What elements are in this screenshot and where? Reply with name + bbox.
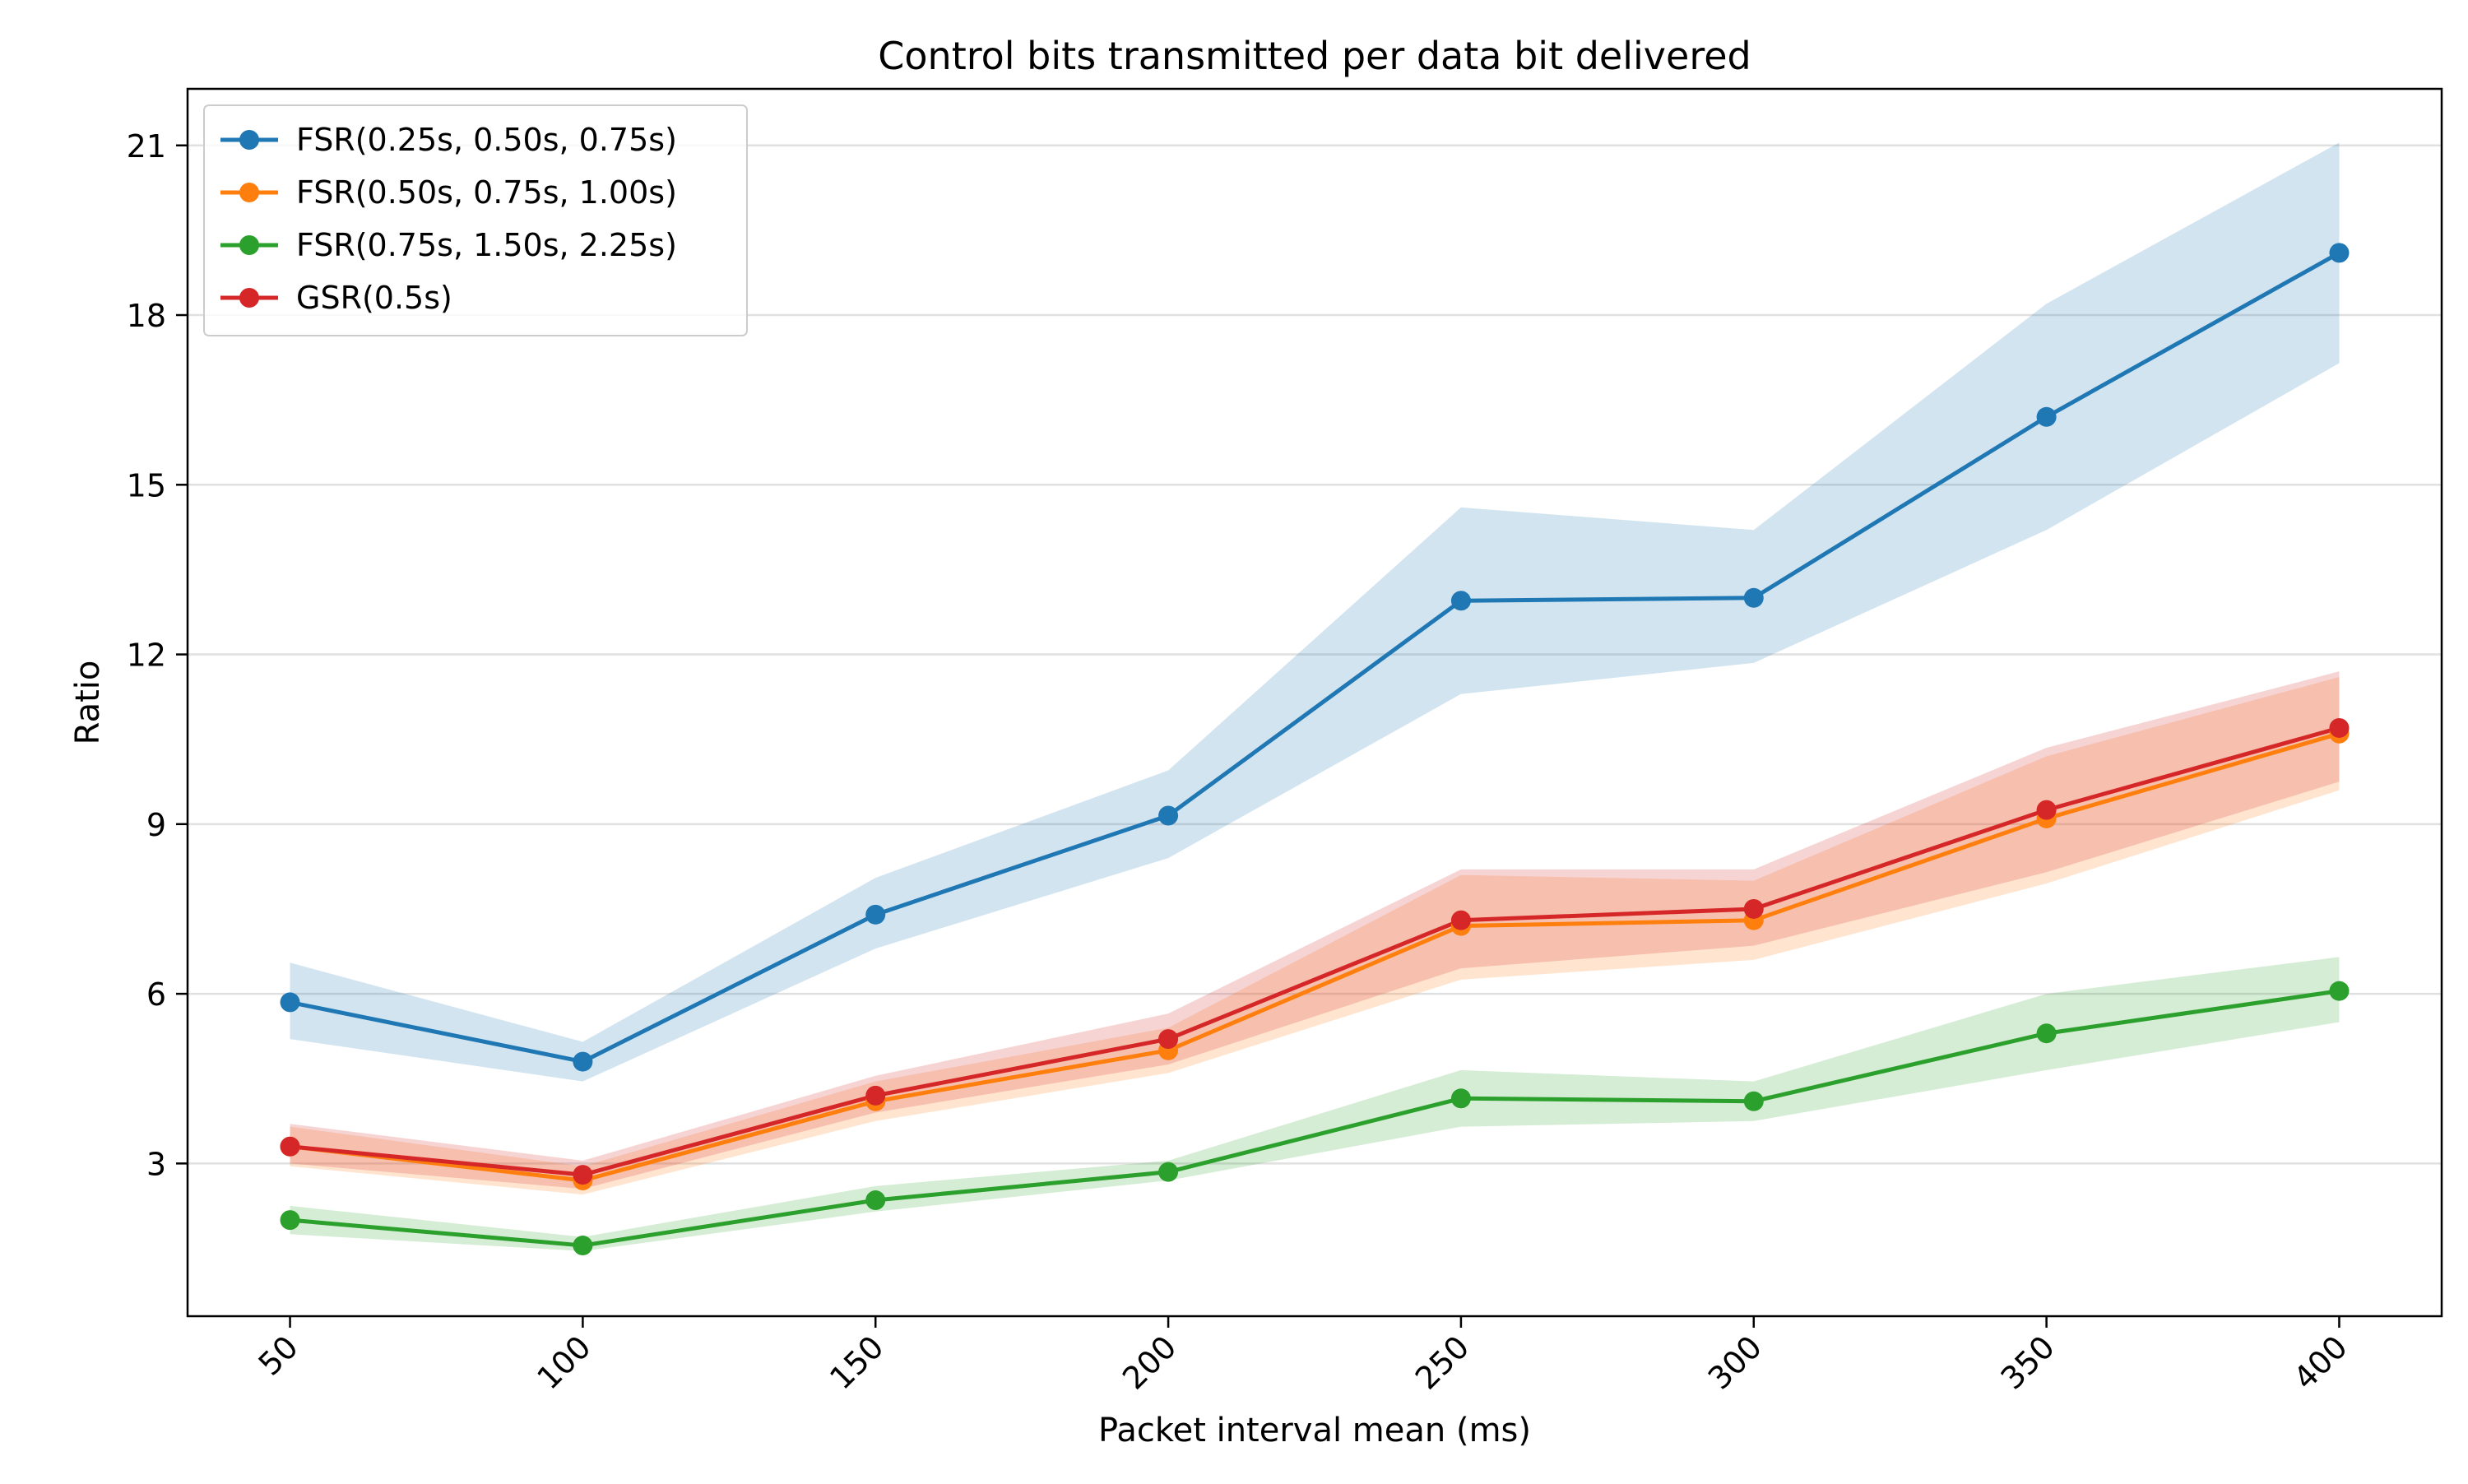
chart-title: Control bits transmitted per data bit de… [878,34,1751,78]
data-point-series-4 [1158,1029,1179,1050]
y-tick-label: 15 [127,467,166,503]
data-point-series-3 [1450,1088,1471,1109]
legend-marker [239,183,259,202]
plot-frame [186,87,2443,1318]
series-line-2 [290,731,2340,1183]
data-point-series-3 [1158,1162,1179,1182]
data-point-series-3 [280,1210,300,1231]
data-point-series-4 [1743,898,1764,919]
y-tick-label: 18 [127,298,166,334]
data-point-series-3 [1743,1091,1764,1111]
series-line-1 [290,251,2340,1064]
confidence-band-series-3 [290,957,2340,1251]
legend-entry-label: GSR(0.5s) [296,280,452,316]
y-tick-label: 6 [146,976,166,1013]
data-point-series-3 [865,1190,886,1211]
y-tick-label: 12 [127,638,166,674]
legend-marker [239,130,259,150]
data-point-series-1 [1743,587,1764,608]
series-line-3 [290,989,2340,1248]
data-point-series-4 [865,1085,886,1106]
legend: FSR(0.25s, 0.50s, 0.75s) FSR(0.50s, 0.75s… [203,104,748,336]
legend-marker [239,288,259,308]
y-tick-label: 9 [146,807,166,843]
y-tick-label: 21 [127,128,166,165]
data-point-series-4 [2036,800,2057,820]
legend-marker [239,235,259,255]
legend-entry-label: FSR(0.25s, 0.50s, 0.75s) [296,122,677,158]
data-point-series-4 [2329,717,2350,738]
data-point-series-4 [573,1165,593,1185]
legend-box [203,104,748,336]
data-point-series-1 [573,1051,593,1072]
data-point-series-1 [1450,591,1471,611]
series-lines [290,251,2340,1248]
legend-entry-label: FSR(0.75s, 1.50s, 2.25s) [296,227,677,263]
series-line-4 [290,726,2340,1177]
grid-lines [188,144,2442,1165]
data-point-series-1 [2036,406,2057,427]
data-point-series-1 [280,992,300,1013]
y-axis-label: Ratio [69,661,107,745]
data-point-series-3 [573,1236,593,1256]
data-point-series-3 [2329,981,2350,1001]
legend-entry-label: FSR(0.50s, 0.75s, 1.00s) [296,174,677,211]
data-point-series-1 [865,904,886,925]
data-point-series-4 [1450,910,1471,930]
data-point-series-1 [2329,243,2350,263]
data-point-series-1 [1158,805,1179,826]
y-tick-label: 3 [146,1146,166,1182]
data-point-series-3 [2036,1023,2057,1044]
x-axis-label: Packet interval mean (ms) [1098,1412,1531,1449]
data-point-series-4 [280,1136,300,1157]
confidence-bands [290,142,2340,1251]
series-points [280,243,2350,1256]
